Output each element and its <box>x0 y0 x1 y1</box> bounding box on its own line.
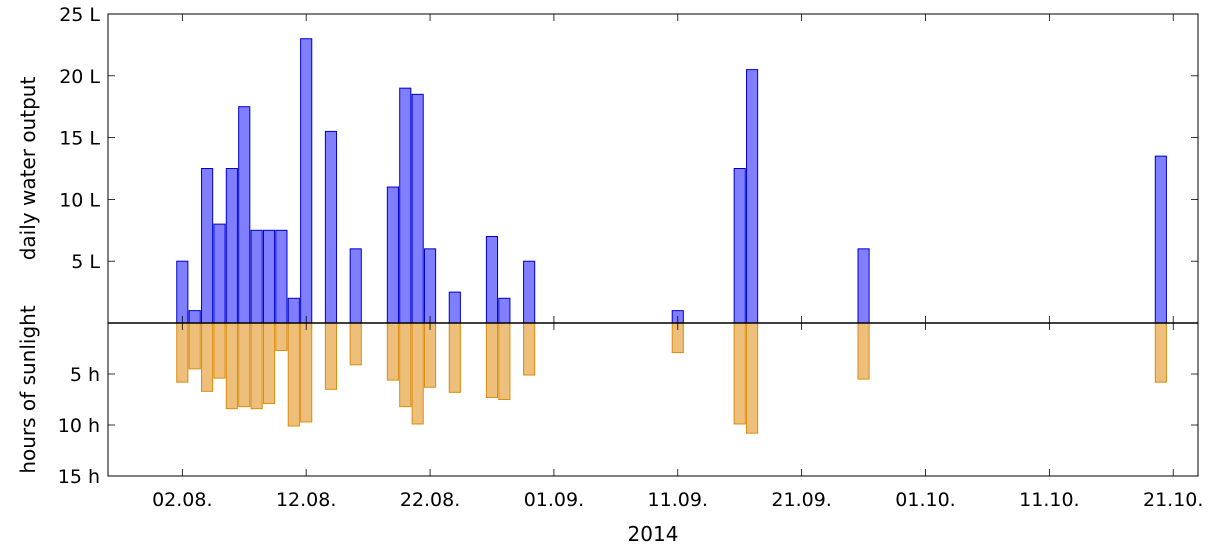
water-bar <box>201 168 214 324</box>
x-axis-label: 2014 <box>628 522 679 546</box>
water-bar <box>498 297 511 324</box>
y-tick-label: 10 h <box>58 415 100 437</box>
water-bar <box>386 186 399 324</box>
water-bar <box>287 297 300 324</box>
water-bar <box>324 130 338 324</box>
x-tick-label: 01.10. <box>895 489 955 511</box>
sunlight-bar <box>423 322 437 388</box>
x-tick-label: 11.09. <box>648 489 708 511</box>
x-tick-label: 01.09. <box>524 489 584 511</box>
water-bar <box>1154 155 1167 324</box>
plot-frame <box>107 13 1199 477</box>
sunlight-bar <box>485 322 499 398</box>
sunlight-bar <box>287 322 300 427</box>
sunlight-bar <box>250 322 263 410</box>
sunlight-bar <box>225 322 238 410</box>
sunlight-bar <box>300 322 313 423</box>
sunlight-bars <box>176 322 1167 434</box>
water-bar <box>188 310 201 324</box>
water-bar <box>746 69 759 324</box>
water-bar <box>349 248 362 324</box>
sunlight-bar <box>448 322 461 393</box>
water-bar <box>523 260 536 324</box>
sunlight-bar <box>275 322 288 352</box>
sunlight-bar <box>733 322 746 425</box>
y-tick-label: 25 L <box>59 4 100 26</box>
water-bar <box>399 87 412 324</box>
y-axis-label-water: daily water output <box>16 77 40 261</box>
x-tick-label: 12.08. <box>276 489 336 511</box>
water-bar <box>448 291 461 324</box>
water-bar <box>485 235 499 324</box>
x-tick-labels: 02.08. 12.08. 22.08. 01.09. 11.09. 21.09. 01.1… <box>152 489 1203 511</box>
water-bar <box>262 229 276 324</box>
x-tick-label: 22.08. <box>400 489 460 511</box>
y-tick-label: 15 h <box>58 466 100 488</box>
y-tick-labels-water: 5 L 10 L 15 L 20 L 25 L <box>59 4 100 273</box>
water-bar <box>176 260 189 324</box>
sunlight-bar <box>262 322 276 405</box>
water-bar <box>411 93 424 324</box>
water-bar <box>423 248 437 324</box>
sunlight-bar <box>399 322 412 408</box>
water-bar <box>300 38 313 324</box>
sunlight-bar <box>176 322 189 383</box>
y-tick-label: 5 h <box>70 364 100 386</box>
y-tick-label: 20 L <box>59 66 100 88</box>
x-tick-label: 21.10. <box>1143 489 1203 511</box>
sunlight-bar <box>213 322 226 379</box>
sunlight-bar <box>1154 322 1167 383</box>
x-tick-label: 21.09. <box>771 489 831 511</box>
water-bar <box>857 248 870 324</box>
water-bar <box>225 168 238 324</box>
water-output-bars <box>176 38 1167 324</box>
water-bar <box>275 229 288 324</box>
sunlight-bar <box>411 322 424 425</box>
water-bar <box>250 229 263 324</box>
y-tick-labels-sunlight: 5 h 10 h 15 h <box>58 364 100 488</box>
sunlight-bar <box>188 322 201 370</box>
x-tick-label: 11.10. <box>1019 489 1079 511</box>
water-bar <box>238 106 251 324</box>
sunlight-bar <box>201 322 214 392</box>
sunlight-bar <box>498 322 511 400</box>
sunlight-bar <box>349 322 362 366</box>
sunlight-bar <box>386 322 399 381</box>
sunlight-bar <box>238 322 251 408</box>
sunlight-bar <box>746 322 759 434</box>
water-bar <box>733 168 746 324</box>
x-tick-label: 02.08. <box>152 489 212 511</box>
sunlight-bar <box>523 322 536 376</box>
y-axis-label-sunlight: hours of sunlight <box>16 305 40 473</box>
water-bar <box>213 223 226 324</box>
sunlight-bar <box>324 322 338 390</box>
y-tick-label: 10 L <box>59 189 100 211</box>
y-tick-label: 5 L <box>71 251 100 273</box>
y-tick-label: 15 L <box>59 128 100 150</box>
sunlight-bar <box>857 322 870 380</box>
